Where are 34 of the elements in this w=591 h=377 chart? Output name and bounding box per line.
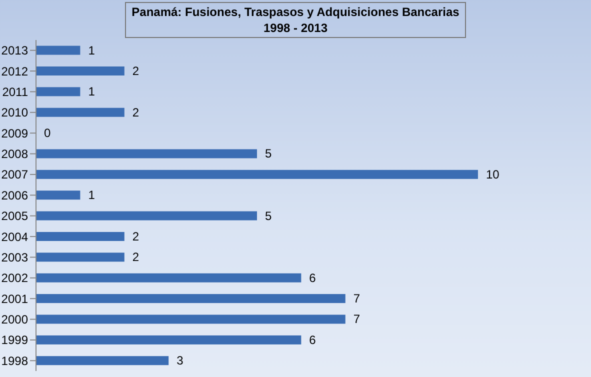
data-label: 1 bbox=[88, 84, 96, 99]
y-tick-label: 2011 bbox=[2, 84, 28, 99]
y-tick-label: 2007 bbox=[1, 168, 28, 182]
y-tick-label: 1999 bbox=[1, 333, 28, 348]
data-label: 2 bbox=[132, 105, 140, 120]
data-label: 6 bbox=[309, 332, 316, 347]
data-label: 1 bbox=[88, 188, 96, 202]
chart-title: Panamá: Fusiones, Traspasos y Adquisiciones Bancarias bbox=[132, 4, 460, 20]
y-tick-label: 2012 bbox=[1, 64, 28, 78]
data-label: 0 bbox=[44, 126, 51, 140]
chart-subtitle: 1998 - 2013 bbox=[262, 20, 329, 36]
data-label: 10 bbox=[486, 167, 500, 182]
y-tick-label: 2008 bbox=[1, 147, 28, 162]
y-tick-label: 2013 bbox=[1, 44, 28, 58]
y-tick-label: 2000 bbox=[1, 312, 28, 327]
data-label: 7 bbox=[353, 312, 360, 326]
data-label: 5 bbox=[264, 146, 272, 161]
data-label: 6 bbox=[309, 270, 316, 285]
data-label: 3 bbox=[176, 354, 184, 368]
y-tick-label: 2010 bbox=[1, 106, 28, 120]
data-label: 1 bbox=[88, 43, 96, 58]
data-label: 2 bbox=[132, 250, 140, 264]
y-tick-label: 2004 bbox=[1, 230, 28, 244]
data-label: 2 bbox=[132, 64, 140, 78]
y-tick-label: 2009 bbox=[1, 126, 28, 140]
y-tick-label: 2006 bbox=[1, 188, 28, 202]
data-label: 7 bbox=[353, 292, 360, 306]
y-tick-label: 2003 bbox=[1, 250, 28, 264]
y-tick-label: 2005 bbox=[1, 209, 28, 224]
y-tick-label: 1998 bbox=[1, 354, 28, 368]
data-label: 2 bbox=[132, 229, 140, 244]
data-label: 5 bbox=[264, 208, 272, 223]
y-tick-label: 2002 bbox=[1, 271, 28, 286]
y-tick-label: 2001 bbox=[1, 292, 28, 306]
